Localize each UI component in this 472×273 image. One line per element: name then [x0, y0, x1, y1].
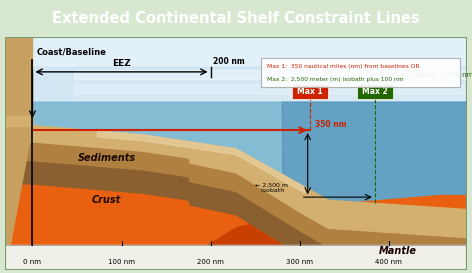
- FancyBboxPatch shape: [292, 84, 328, 99]
- Text: 400 nm: 400 nm: [375, 259, 402, 265]
- Polygon shape: [5, 161, 467, 273]
- Polygon shape: [5, 142, 467, 256]
- Text: Max 2: Max 2: [362, 87, 388, 96]
- Polygon shape: [5, 37, 467, 65]
- Text: Sediments: Sediments: [77, 153, 135, 162]
- Text: 200 nm: 200 nm: [213, 57, 244, 66]
- Text: ← 2,500 m
   isobath: ← 2,500 m isobath: [254, 183, 287, 194]
- Polygon shape: [97, 131, 305, 193]
- Polygon shape: [282, 102, 467, 210]
- Polygon shape: [74, 84, 467, 93]
- Polygon shape: [33, 102, 467, 210]
- Text: 0 nm: 0 nm: [24, 259, 42, 265]
- Polygon shape: [5, 37, 33, 270]
- Text: EEZ: EEZ: [112, 59, 131, 68]
- Polygon shape: [5, 67, 467, 102]
- Polygon shape: [74, 93, 467, 102]
- Text: Crust: Crust: [92, 195, 121, 204]
- Text: Max 1: Max 1: [297, 87, 323, 96]
- Text: 350 nm: 350 nm: [315, 120, 346, 129]
- Text: 100 nm: 100 nm: [108, 259, 135, 265]
- Text: Coast/Baseline: Coast/Baseline: [37, 48, 107, 57]
- Text: 300 nm: 300 nm: [286, 259, 313, 265]
- Text: 200 nm: 200 nm: [197, 259, 224, 265]
- Polygon shape: [5, 116, 33, 126]
- Text: Extended Continental Shelf Constraint Lines: Extended Continental Shelf Constraint Li…: [52, 11, 420, 26]
- Polygon shape: [74, 70, 467, 79]
- Polygon shape: [5, 184, 467, 273]
- FancyBboxPatch shape: [357, 84, 393, 99]
- Polygon shape: [5, 184, 467, 273]
- Polygon shape: [5, 37, 467, 102]
- Text: Mantle: Mantle: [379, 246, 417, 256]
- Polygon shape: [5, 126, 467, 238]
- Polygon shape: [5, 245, 467, 270]
- FancyBboxPatch shape: [261, 58, 460, 87]
- Text: Max 2:  2,500 meter (m) isobath plus 100 nm: Max 2: 2,500 meter (m) isobath plus 100 …: [268, 77, 404, 82]
- Polygon shape: [5, 184, 467, 273]
- Text: Max 1:  350 nautical miles (nm) from baselines OR: Max 1: 350 nautical miles (nm) from base…: [268, 64, 420, 69]
- Polygon shape: [5, 184, 467, 273]
- Text: 2,500 m isobath + 100 nm: 2,500 m isobath + 100 nm: [379, 72, 472, 78]
